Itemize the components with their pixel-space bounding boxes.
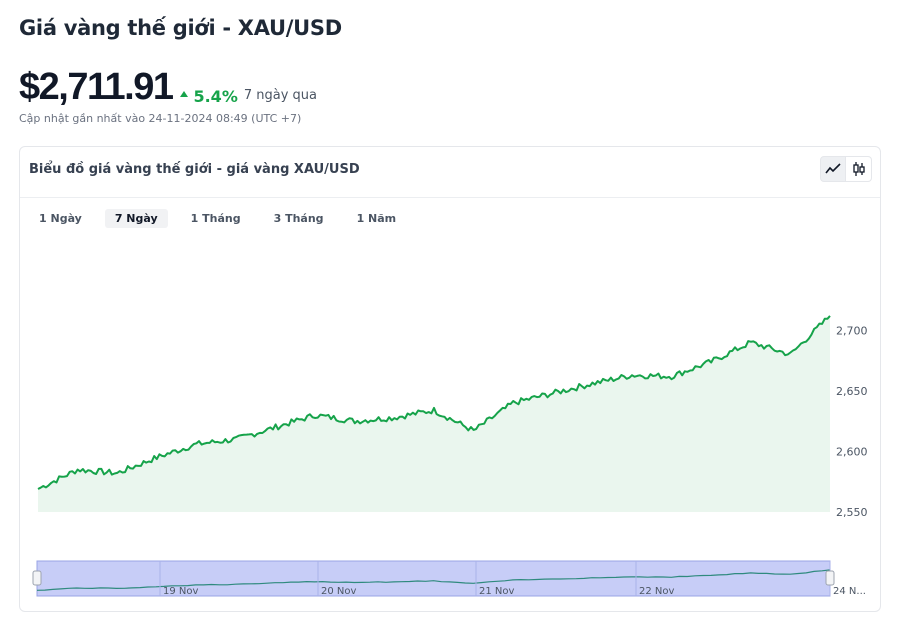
page-title: Giá vàng thế giới - XAU/USD [19,16,342,40]
y-tick-label: 2,600 [836,445,868,458]
candlestick-button[interactable] [846,156,872,182]
range-3-months[interactable]: 3 Tháng [273,212,324,225]
price-summary: $2,711.91 5.4% 7 ngày qua [19,66,317,109]
range-1-month[interactable]: 1 Tháng [190,212,241,225]
y-tick-label: 2,550 [836,506,868,519]
navigator-handle-left[interactable] [32,570,42,586]
y-tick-label: 2,700 [836,324,868,337]
navigator-label: 21 Nov [479,586,515,597]
navigator-window [36,560,831,597]
range-7-days[interactable]: 7 Ngày [104,209,168,228]
y-tick-label: 2,650 [836,385,868,398]
chart-title: Biểu đồ giá vàng thế giới - giá vàng XAU… [29,162,360,177]
range-1-day[interactable]: 1 Ngày [39,212,82,225]
chart-card: Biểu đồ giá vàng thế giới - giá vàng XAU… [19,146,881,612]
last-updated: Cập nhật gần nhất vào 24-11-2024 08:49 (… [19,112,302,125]
price-area [38,315,830,512]
price-change: 5.4% [180,86,238,106]
range-1-year[interactable]: 1 Năm [356,212,397,225]
price-change-value: 5.4% [193,86,238,106]
navigator-label: 19 Nov [163,586,199,597]
navigator-handle-right[interactable] [825,570,835,586]
card-divider [20,197,880,198]
price-line [37,315,831,490]
current-price: $2,711.91 [19,66,174,108]
navigator-label: 20 Nov [321,586,357,597]
arrow-up-icon [180,91,189,97]
chart-type-toggle [820,156,872,182]
line-chart-button[interactable] [820,156,846,182]
navigator-label: 22 Nov [639,586,675,597]
candlestick-icon [852,162,865,176]
range-selector: 1 Ngày 7 Ngày 1 Tháng 3 Tháng 1 Năm [29,209,419,228]
navigator-label: 24 N... [833,586,866,597]
navigator-line [36,569,831,591]
line-chart-icon [825,163,841,174]
change-period: 7 ngày qua [243,88,317,103]
